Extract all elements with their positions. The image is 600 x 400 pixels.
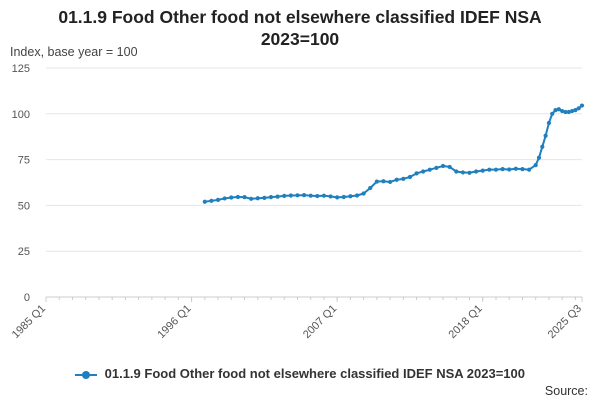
series-point: [576, 106, 581, 111]
series-point: [209, 198, 214, 203]
series-point: [536, 155, 542, 160]
x-tick-label: 1996 Q1: [155, 303, 193, 341]
series-point: [354, 193, 360, 198]
series-point: [202, 199, 207, 204]
series-point: [381, 179, 386, 184]
x-tick-label: 2025 Q3: [546, 303, 584, 341]
series-point: [268, 195, 274, 200]
chart-title-line-1: 01.1.9 Food Other food not elsewhere cla…: [58, 7, 542, 27]
series-point: [573, 108, 578, 113]
series-point: [374, 179, 379, 184]
series-point: [235, 194, 241, 200]
series-point: [487, 167, 492, 172]
series-point: [348, 194, 353, 199]
series-point: [387, 179, 393, 185]
series-point: [335, 195, 340, 200]
series-point: [474, 169, 479, 174]
series-point: [566, 109, 571, 115]
series-point: [328, 194, 333, 199]
series-point: [321, 193, 327, 198]
series-point: [414, 171, 419, 176]
y-tick-label: 100: [12, 109, 30, 121]
series-point: [215, 197, 221, 203]
series-point: [569, 108, 575, 114]
series-point: [242, 195, 247, 200]
y-tick-label: 125: [12, 63, 30, 75]
series-point: [500, 167, 505, 172]
series-point: [301, 193, 307, 198]
series-point: [579, 103, 585, 108]
series-point: [563, 109, 568, 115]
series-point: [493, 167, 499, 172]
y-tick-label: 75: [18, 155, 30, 167]
series-point: [275, 194, 280, 199]
series-point: [249, 196, 254, 201]
source-label: Source:: [544, 384, 588, 398]
series-point: [288, 193, 293, 198]
series-point: [526, 167, 532, 172]
series-point: [222, 196, 227, 201]
series-point: [262, 195, 267, 200]
y-tick-label: 0: [24, 292, 30, 304]
y-tick-label: 25: [18, 246, 30, 258]
series-point: [460, 170, 465, 175]
series-point: [513, 166, 518, 171]
series-point: [229, 195, 234, 200]
series-point: [546, 120, 552, 126]
legend-series-label: 01.1.9 Food Other food not elsewhere cla…: [104, 366, 525, 381]
series-point: [295, 193, 300, 198]
series-point: [427, 167, 432, 172]
series-point: [434, 165, 439, 170]
series-point: [282, 193, 287, 198]
series-point: [533, 162, 538, 168]
series-point: [467, 170, 472, 175]
series-point: [540, 144, 545, 149]
series-point: [556, 107, 561, 112]
series-point: [480, 168, 485, 173]
series-point: [368, 185, 373, 191]
series-point: [553, 108, 558, 113]
series-point: [543, 133, 548, 138]
x-tick-label: 2007 Q1: [301, 303, 339, 341]
series-point: [407, 174, 413, 180]
legend-series-marker: [75, 370, 97, 380]
x-tick-label: 1985 Q1: [10, 303, 48, 341]
chart-legend[interactable]: 01.1.9 Food Other food not elsewhere cla…: [0, 366, 600, 381]
series-point: [394, 177, 399, 182]
series-point: [255, 196, 260, 201]
series-point: [550, 111, 555, 116]
series-point: [454, 169, 459, 174]
series-point: [315, 193, 320, 199]
series-point: [401, 176, 406, 181]
series-point: [341, 194, 346, 200]
chart-title: 01.1.9 Food Other food not elsewhere cla…: [0, 6, 600, 50]
series-point: [560, 108, 565, 114]
x-tick-label: 2018 Q1: [447, 303, 485, 341]
series-point: [440, 163, 446, 169]
series-point: [507, 167, 512, 172]
series-point: [361, 191, 366, 196]
series-line: [204, 104, 583, 203]
chart-title-line-2: 2023=100: [260, 29, 340, 49]
series-point: [308, 193, 313, 198]
y-axis-unit-label: Index, base year = 100: [10, 45, 138, 59]
series-point: [447, 164, 452, 170]
y-tick-label: 50: [18, 200, 30, 212]
series-point: [421, 169, 426, 174]
series-point: [520, 167, 525, 172]
